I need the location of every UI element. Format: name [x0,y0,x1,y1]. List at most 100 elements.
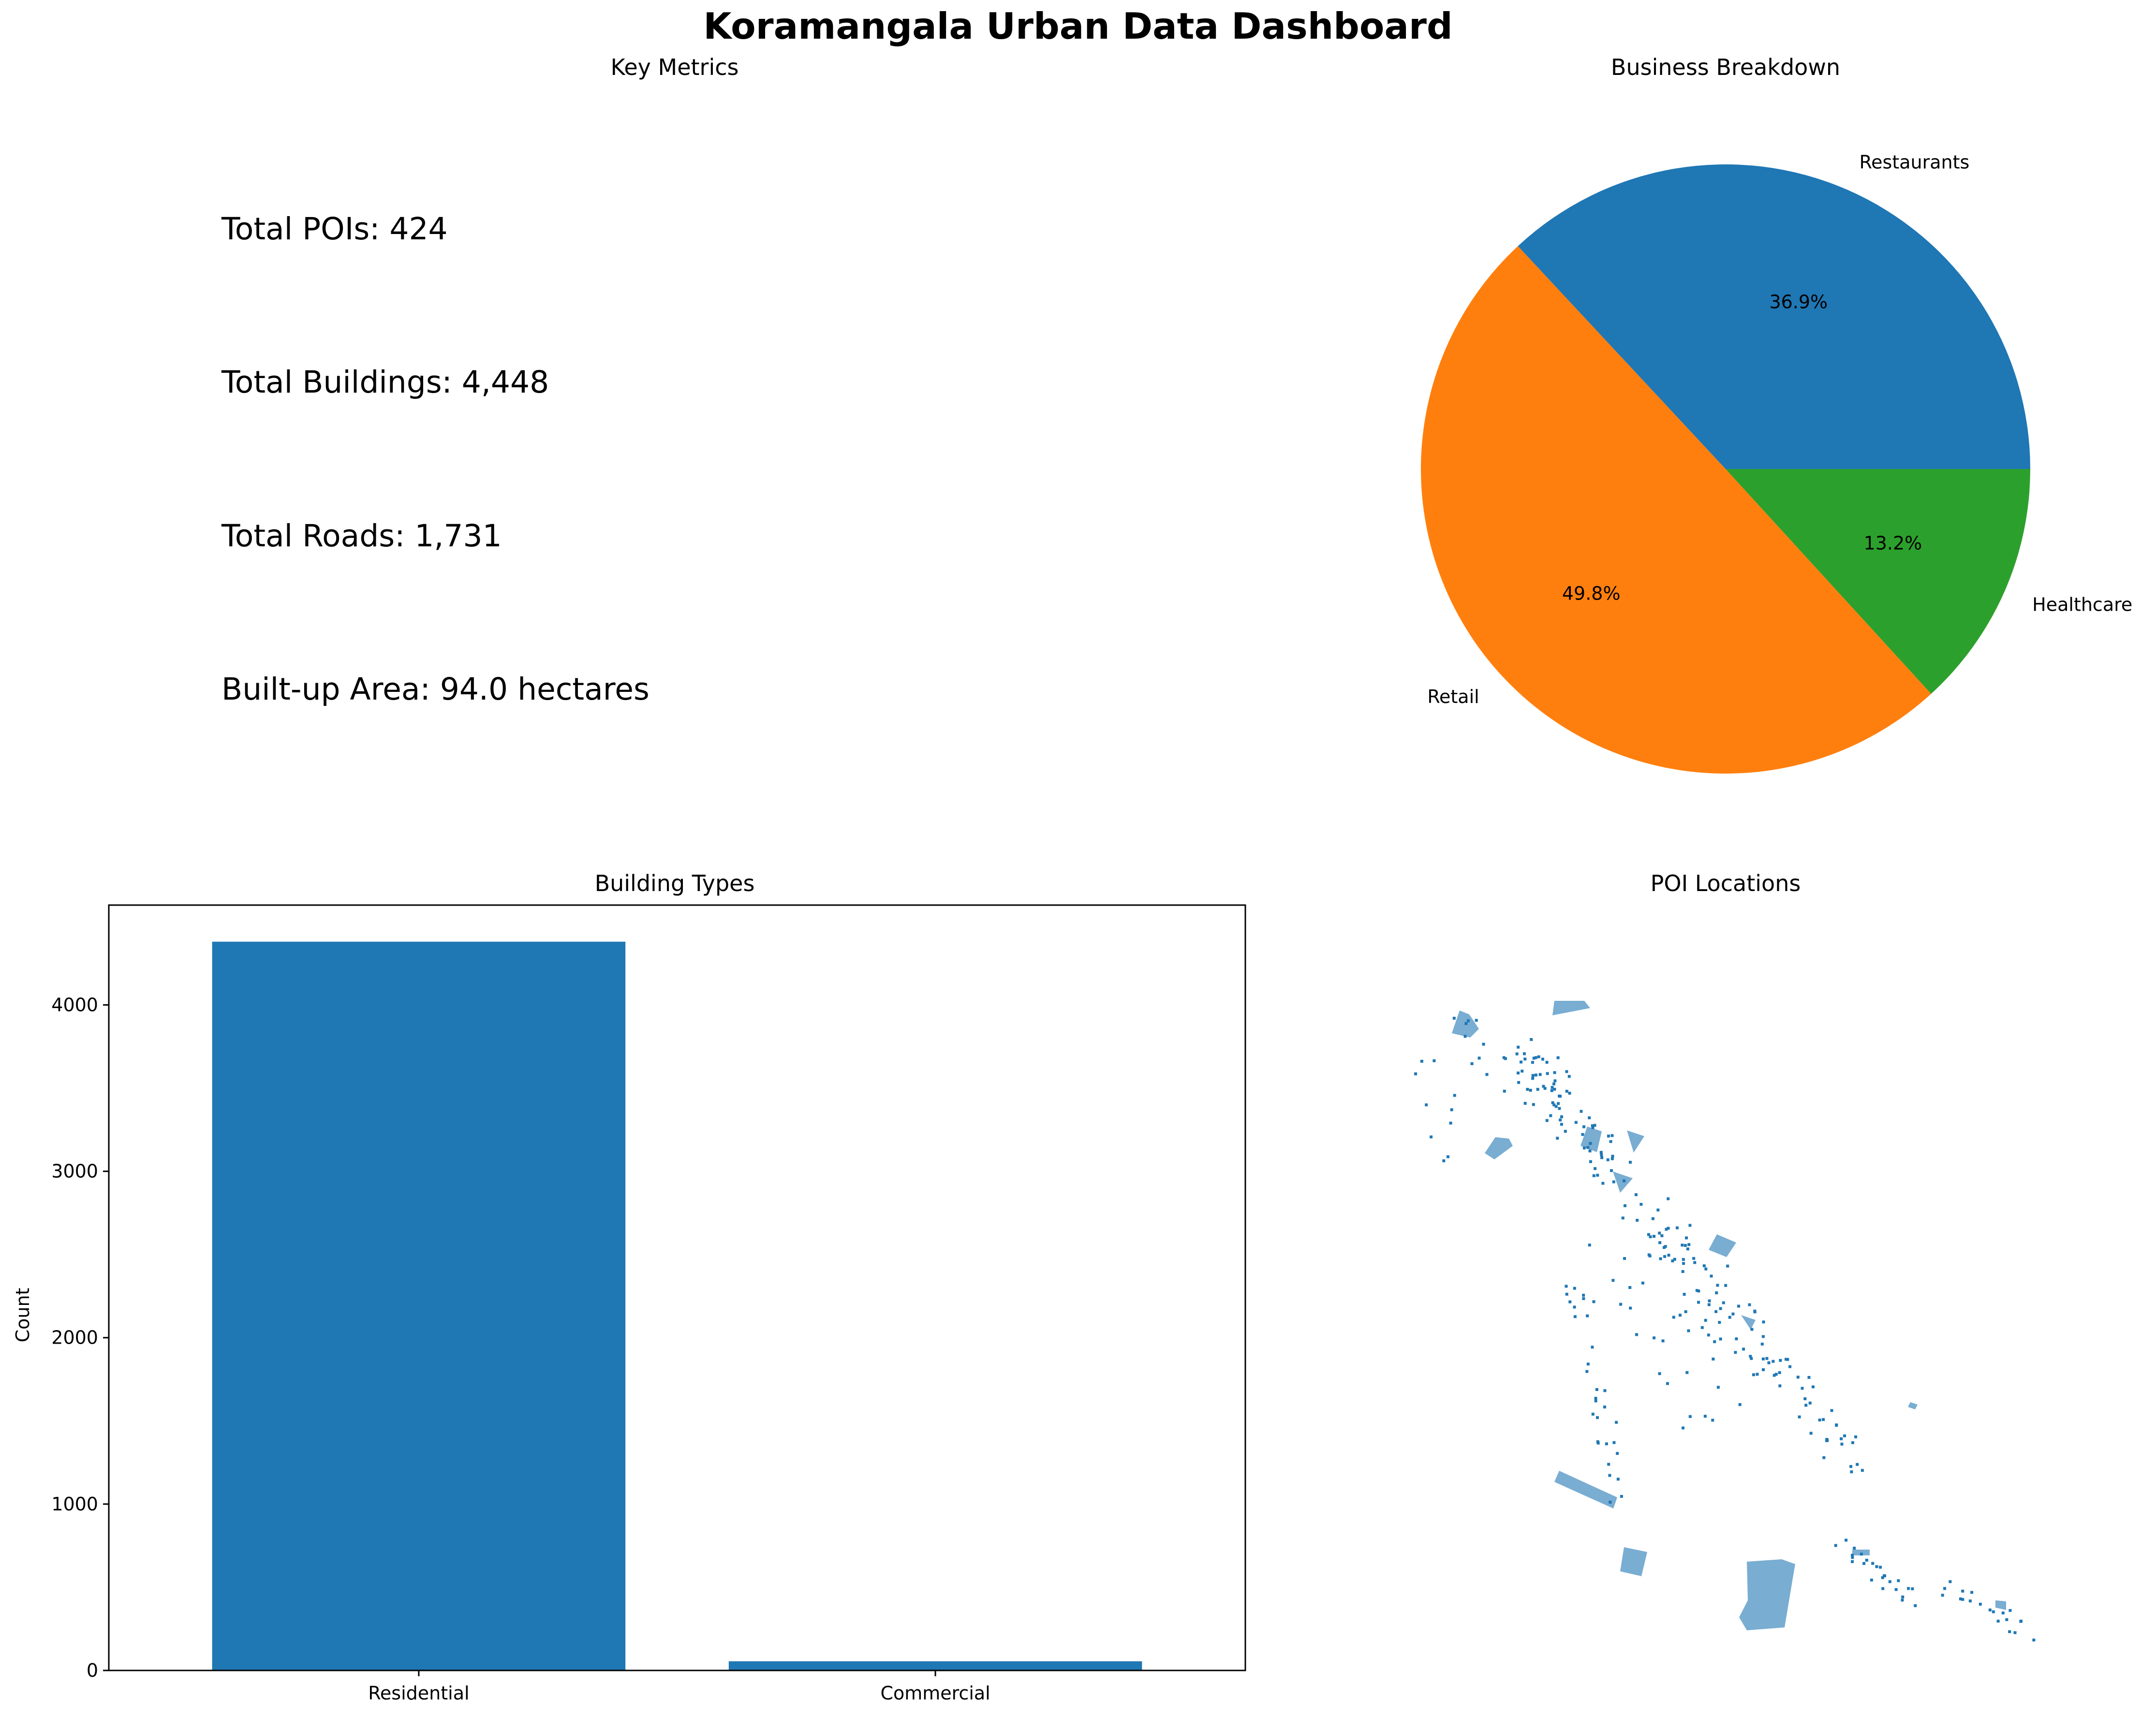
poi-point [1943,1587,1947,1590]
poi-point [1658,1241,1662,1244]
pie-chart-title: Business Breakdown [1611,54,1840,80]
x-tick-label: Commercial [880,1683,990,1704]
pie-slice-restaurants [1518,164,2030,469]
poi-point [1531,1077,1535,1080]
poi-point [1713,1340,1716,1344]
poi-point [1538,1073,1542,1076]
poi-point [1894,1588,1898,1591]
poi-point [1568,1300,1572,1303]
poi-point [1588,1244,1591,1247]
poi-point [1684,1310,1687,1313]
poi-point [1588,1149,1592,1153]
poi-point [1911,1587,1914,1591]
poi-point [1686,1247,1689,1251]
poi-point [1503,1089,1506,1093]
poi-point [1716,1284,1719,1287]
poi-point [2008,1630,2011,1633]
poi-point [1661,1339,1665,1343]
poi-point [2001,1611,2005,1615]
poi-point [1735,1337,1738,1341]
poi-point [1446,1155,1449,1158]
poi-point [1581,1133,1584,1136]
poi-point [1432,1059,1436,1062]
poi-point [1809,1432,1813,1435]
poi-point [1996,1619,2000,1623]
poi-point [1534,1056,1537,1059]
poi-point [1616,1478,1620,1481]
poi-point [1552,1082,1556,1085]
pie-pct-label: 49.8% [1562,583,1621,604]
poi-point [1551,1101,1554,1104]
poi-point [1726,1264,1729,1268]
poi-locations-map: POI Locations [1414,870,2036,1642]
poi-point [1901,1598,1904,1602]
poi-point [1822,1456,1826,1459]
poi-point [1629,1306,1632,1310]
poi-point [1722,1301,1725,1304]
poi-point [1970,1591,1974,1594]
poi-point [1586,1362,1590,1366]
poi-point [1558,1107,1561,1110]
poi-point [1517,1045,1520,1049]
poi-point [1543,1087,1547,1090]
poi-point [1658,1372,1661,1376]
poi-point [1881,1576,1884,1580]
poi-point [1553,1079,1557,1083]
poi-point [1610,1157,1614,1160]
poi-point [1803,1397,1807,1401]
poi-point [1822,1418,1825,1421]
poi-point [1526,1088,1529,1091]
poi-point [1612,1180,1615,1184]
poi-point [1692,1257,1696,1260]
poi-point [1545,1061,1549,1064]
y-tick-label: 1000 [51,1493,98,1515]
poi-point [1477,1056,1481,1060]
poi-point [1731,1312,1735,1316]
poi-point [1667,1254,1670,1257]
poi-point [1845,1538,1848,1542]
poi-point [1536,1088,1539,1091]
poi-point [1639,1202,1643,1206]
poi-point [1560,1123,1563,1126]
poi-point [1860,1552,1863,1556]
bar-chart-title: Building Types [595,870,755,896]
poi-point [1724,1284,1728,1287]
poi-point [1788,1365,1792,1368]
poi-point [1529,1089,1532,1092]
poi-point [1591,1412,1595,1416]
poi-point [1573,1315,1577,1318]
poi-point [1567,1075,1571,1078]
poi-point [1532,1056,1536,1060]
poi-point [1470,1062,1474,1066]
metric-total-buildings: Total Buildings: 4,448 [221,365,549,400]
poi-point [1786,1358,1789,1361]
poi-point [1968,1599,1972,1603]
poi-point [1708,1299,1711,1303]
poi-point [1414,1072,1418,1076]
poi-point [1420,1059,1423,1063]
poi-point [1517,1081,1521,1084]
poi-footprint [1908,1402,1918,1409]
poi-point [1756,1373,1759,1376]
poi-point [1551,1086,1554,1089]
poi-point [1600,1156,1604,1159]
poi-point [1959,1597,1962,1601]
poi-point [1596,1440,1599,1443]
poi-point [1681,1244,1684,1247]
y-tick-label: 4000 [51,994,98,1015]
poi-point [1807,1376,1811,1379]
poi-footprint [1485,1137,1513,1159]
poi-point [1582,1146,1586,1150]
poi-point [1430,1135,1433,1139]
poi-point [1988,1608,1992,1611]
poi-point [1687,1329,1690,1332]
poi-point [1710,1274,1713,1278]
poi-footprint [1627,1130,1644,1153]
metric-total-roads: Total Roads: 1,731 [221,518,502,554]
poi-point [1531,1061,1534,1064]
poi-point [1728,1316,1731,1319]
poi-point [1591,1124,1594,1127]
poi-point [1767,1361,1771,1364]
poi-point [1888,1580,1891,1583]
poi-point [1586,1146,1590,1149]
